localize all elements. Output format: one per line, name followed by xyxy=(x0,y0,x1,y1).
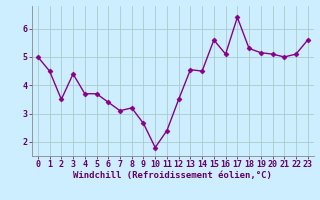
X-axis label: Windchill (Refroidissement éolien,°C): Windchill (Refroidissement éolien,°C) xyxy=(73,171,272,180)
